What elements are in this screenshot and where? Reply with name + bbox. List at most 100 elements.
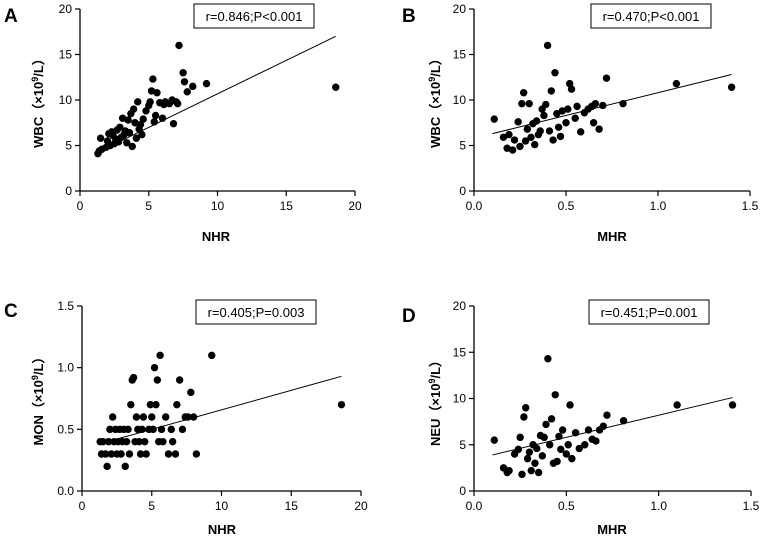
panel-b-y-tick-label: 15 (453, 48, 467, 62)
panel-b-data-point (599, 101, 607, 110)
panel-b-data-point (571, 114, 579, 122)
panel-c-data-point (149, 425, 157, 434)
panel-b-data-point (567, 85, 576, 93)
panel-d-data-point (527, 466, 535, 475)
panel-b-data-point (523, 125, 532, 133)
panel-b-data-point (672, 79, 681, 88)
panel-a-data-point (175, 41, 183, 50)
panel-c-data-point (167, 425, 175, 434)
panel-d-label: D (402, 306, 416, 327)
panel-b-data-point (527, 133, 535, 142)
panel-a-x-tick-label: 10 (211, 199, 225, 213)
panel-c-y-tick-label: 0.5 (57, 422, 74, 436)
panel-a-data-point (180, 78, 189, 86)
panel-d-data-point (566, 401, 574, 409)
panel-b-data-point (536, 127, 544, 135)
panel-c-label: C (4, 301, 18, 322)
panel-b-data-point (549, 136, 557, 144)
panel-b-data-point (518, 99, 526, 108)
panel-d-stat-text: r=0.451;P=0.001 (601, 305, 698, 320)
panel-c-data-point (168, 437, 177, 446)
panel-d-data-point (538, 452, 547, 460)
panel-a-y-tick-label: 0 (65, 184, 72, 198)
panel-c-data-point (106, 425, 114, 434)
panel-d-data-point (603, 411, 611, 419)
panel-c: C MON（×109/L） NHR r=0.405;P=0.003 0.0 0.5… (4, 299, 368, 537)
panel-c-y-tick-label: 0.0 (57, 484, 74, 498)
panel-b-data-point (577, 128, 585, 136)
panel-d-y-tick-label: 5 (459, 438, 466, 452)
panel-b-data-point (547, 87, 555, 95)
panel-b-y-tick-label: 20 (453, 2, 467, 16)
panel-c-x-tick-label: 15 (285, 499, 299, 513)
panel-a-data-point (150, 118, 158, 126)
panel-a-data-point (128, 142, 136, 151)
panel-a-data-point (96, 134, 105, 142)
panel-a: A WBC（×109/L） NHR r=0.846;P<0.001 0 5 10 15… (4, 2, 362, 244)
panel-b-data-point (540, 111, 548, 120)
panel-c-data-point (157, 425, 166, 434)
panel-c-data-point (164, 450, 173, 458)
panel-c-data-point (129, 373, 138, 382)
panel-a-data-point (146, 98, 154, 106)
panel-a-data-point (124, 116, 132, 124)
panel-a-data-point (332, 83, 340, 91)
panel-d-data-point (518, 470, 526, 479)
panel-b-data-point (514, 118, 522, 126)
panel-c-data-point (108, 413, 117, 421)
panel-a-data-point (179, 69, 187, 77)
panel-c-data-point (127, 400, 135, 409)
panel-b-y-tick-label: 0 (459, 184, 466, 198)
panel-c-data-point (138, 425, 146, 434)
panel-c-data-point (122, 437, 131, 446)
panel-d-data-point (546, 441, 554, 449)
panel-c-data-point (104, 437, 113, 446)
panel-d-y-tick-label: 15 (453, 345, 467, 359)
panel-c-data-point (187, 388, 195, 397)
panel-d-data-point (522, 404, 530, 412)
panel-b-y-axis-label: WBC（×109/L） (427, 52, 443, 148)
panel-b-data-point (490, 115, 498, 123)
panel-d-data-point (520, 413, 528, 421)
panel-c-data-point (162, 413, 170, 421)
panel-d-stat-box (588, 299, 710, 325)
panel-d-data-point (599, 422, 607, 430)
panel-a-y-axis-label: WBC（×109/L） (30, 52, 46, 148)
panel-c-data-point (171, 450, 180, 458)
panel-b-data-point (564, 105, 572, 113)
panel-b-data-point (573, 102, 581, 111)
panel-a-data-point (132, 134, 141, 142)
panel-d-data-point (728, 401, 737, 409)
panel-b-data-point (727, 83, 736, 91)
panel-d-data-point (490, 436, 499, 444)
panel-c-stat-box (195, 299, 317, 325)
panel-b-data-point (551, 69, 559, 77)
panel-b-x-tick-label: 0.5 (558, 199, 575, 213)
panel-c-data-point (148, 413, 156, 421)
panel-c-data-point (159, 437, 167, 446)
panel-c-data-point (125, 450, 134, 458)
panel-b-data-point (508, 146, 517, 154)
panel-a-data-point (142, 107, 150, 115)
panel-d-data-point (575, 444, 583, 453)
panel-a-plot-area: 0 5 10 15 20 0 5 10 15 20 (59, 2, 362, 213)
panel-b-data-point (531, 140, 539, 149)
panel-c-x-tick-label: 0 (79, 499, 86, 513)
panel-a-data-point (153, 89, 161, 97)
panel-c-data-point (124, 425, 132, 434)
panel-b-data-point (516, 142, 524, 151)
panel-a-stat-text: r=0.846;P<0.001 (206, 9, 303, 24)
panel-d-plot-area: 0 5 10 15 20 0.0 0.5 1.0 1.5 (453, 299, 760, 513)
panel-b-x-tick-label: 0.0 (466, 199, 483, 213)
panel-a-data-point (183, 88, 191, 96)
panel-b-data-point (556, 132, 565, 141)
panel-d-x-axis-label: MHR (597, 522, 627, 537)
panel-c-data-point (99, 437, 107, 446)
panel-c-regression-line (98, 375, 342, 445)
panel-c-y-axis-label: MON（×109/L） (30, 351, 46, 446)
panel-d-data-point (533, 444, 541, 453)
panel-d: D NEU（×109/L） MHR r=0.451;P=0.001 0 5 10 15… (402, 299, 760, 537)
panel-c-data-point (102, 450, 110, 458)
panel-d-data-point (542, 420, 550, 429)
panel-d-data-point (557, 445, 565, 454)
